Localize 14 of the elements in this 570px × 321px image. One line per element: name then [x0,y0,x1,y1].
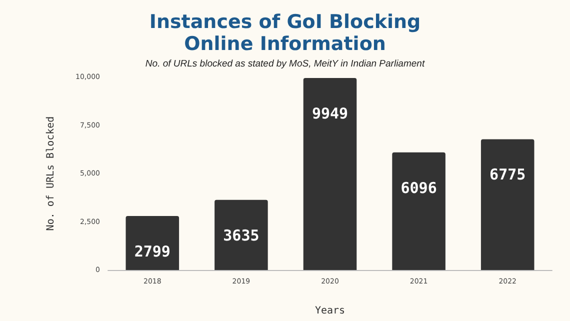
y-axis-title: No. of URLs Blocked [46,116,56,231]
bar [303,78,357,270]
data-label: 6096 [400,178,437,197]
data-label: 2799 [134,242,170,260]
data-label: 6775 [490,166,526,184]
data-label: 3635 [223,226,260,244]
chart-subtitle: No. of URLs blocked as stated by MoS, MeitY in Indian Parliament [145,58,425,70]
bar [480,139,534,270]
bar [214,200,268,270]
x-axis-title: Years [314,306,346,316]
bar [392,152,446,270]
data-label: 9949 [312,104,348,122]
bar [126,216,180,270]
chart-title: Instances of GoI Blocking Online Information [149,11,421,55]
